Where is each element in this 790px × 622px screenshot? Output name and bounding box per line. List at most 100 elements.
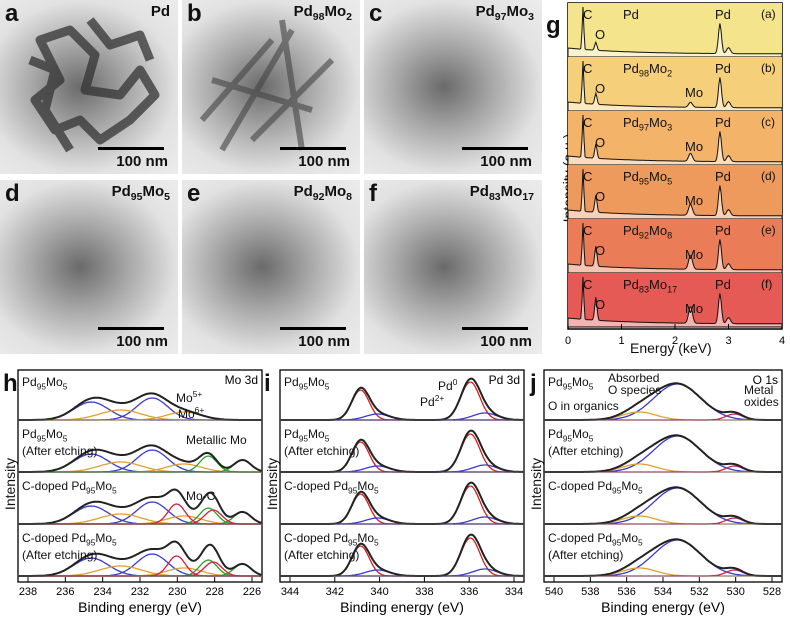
tem-image-d: d Pd95Mo5 100 nm — [0, 180, 178, 354]
xps-panel-h: 238 236 234 232 230 228 226 Binding energy (eV)… — [0, 366, 270, 622]
xps-tick-label: 530 — [726, 586, 744, 598]
xps-component — [544, 515, 782, 525]
panel-letter: i — [264, 370, 271, 397]
tem-texture — [199, 19, 335, 152]
edx-spectrum — [567, 168, 783, 220]
edx-label: Pd — [715, 115, 731, 130]
xps-tick-label: 532 — [690, 586, 708, 598]
panel-letter: c — [369, 0, 383, 27]
xps-annotation: Pd0 — [438, 377, 458, 393]
edx-tick-label: 3 — [725, 335, 731, 347]
xps-chart: 238 236 234 232 230 228 226 Binding energy (eV)… — [17, 369, 263, 615]
sample-label: Pd95Mo5 — [111, 183, 170, 203]
tem-image-a: a Pd 100 nm — [0, 0, 178, 174]
sample-label: Pd — [150, 3, 170, 20]
edx-label: Pd — [715, 7, 731, 22]
panel-letter: j — [530, 370, 537, 397]
scale-bar — [98, 147, 164, 150]
xps-tick-label: 230 — [168, 586, 186, 598]
xps-annotation: Pd2+ — [420, 393, 445, 409]
xps-chart: 540 538 536 534 532 530 528 Binding energy (eV)… — [543, 369, 783, 615]
xps-tick-label: 234 — [93, 586, 111, 598]
edx-xlabel: Energy (keV) — [630, 340, 712, 356]
xps-component — [544, 411, 782, 421]
xps-xlabel: Binding energy (eV) — [340, 599, 464, 615]
edx-label: O — [595, 189, 606, 204]
edx-tick-label: 1 — [618, 335, 624, 347]
xps-sample-label: Pd95Mo5 — [284, 375, 330, 392]
scale-bar — [98, 327, 164, 330]
xps-ylabel: Intensity — [528, 457, 545, 511]
xps-component — [18, 397, 262, 421]
xps-sample-label: C-doped Pd95Mo5 — [548, 479, 643, 496]
edx-label: C — [583, 61, 593, 76]
edx-label: O — [595, 81, 606, 96]
edx-label: (b) — [761, 61, 776, 75]
xps-panel-i: 344 342 340 338 336 334 Binding energy (eV) Pd … — [262, 366, 532, 622]
xps-tick-label: 540 — [545, 586, 563, 598]
xps-sample-label: Pd95Mo5 — [548, 375, 594, 392]
scale-label: 100 nm — [298, 333, 350, 350]
xps-tick-label: 534 — [654, 586, 672, 598]
xps-envelope — [18, 488, 263, 525]
edx-chart: 0 1 2 3 4 — [565, 2, 785, 347]
xps-tick-label: 342 — [326, 586, 344, 598]
tem-texture — [28, 17, 160, 153]
edx-trace-bg — [568, 273, 782, 327]
xps-annotation: Mo6+ — [178, 405, 205, 421]
scale-label: 100 nm — [116, 333, 168, 350]
xps-tick-label: 232 — [131, 586, 149, 598]
edx-label: O — [595, 135, 606, 150]
xps-sample-label: C-doped Pd95Mo5 (After etching) — [284, 531, 379, 563]
xps-tick-label: 236 — [56, 586, 74, 598]
edx-tick-label: 0 — [565, 335, 571, 347]
xps-sample-label: C-doped Pd95Mo5 (After etching) — [22, 531, 117, 563]
xps-tick-label: 528 — [763, 586, 781, 598]
tem-image-f: f Pd83Mo17 100 nm — [364, 180, 542, 354]
sample-label: Pd97Mo3 — [475, 3, 534, 23]
xps-tick-label: 340 — [370, 586, 388, 598]
xps-annotation: O in organics — [548, 399, 619, 413]
xps-sample-label: C-doped Pd95Mo5 — [284, 479, 379, 496]
scale-bar — [280, 327, 346, 330]
sample-label: Pd92Mo8 — [293, 183, 352, 203]
edx-trace-bg — [568, 57, 782, 111]
xps-region: O 1s — [753, 373, 778, 387]
panel-letter: f — [369, 180, 377, 207]
edx-label: Pd95Mo5 — [623, 169, 673, 187]
panel-letter: b — [187, 0, 202, 27]
edx-label: Pd — [623, 7, 639, 22]
xps-sample-label: Pd95Mo5 (After etching) — [548, 427, 624, 459]
edx-label: Pd97Mo3 — [623, 115, 673, 133]
edx-label: Mo — [685, 139, 704, 154]
sample-label: Pd98Mo2 — [293, 3, 352, 23]
xps-annotation: Mo5+ — [176, 389, 203, 405]
xps-ylabel: Intensity — [2, 457, 19, 511]
scale-bar — [280, 147, 346, 150]
scale-bar — [462, 327, 528, 330]
edx-label: (a) — [761, 7, 776, 21]
panel-letter: e — [187, 180, 201, 207]
xps-sample-label: C-doped Pd95Mo5 (After etching) — [548, 531, 643, 563]
xps-annotation: Mo-C — [186, 489, 216, 503]
xps-component — [544, 463, 782, 473]
scale-label: 100 nm — [480, 333, 532, 350]
xps-envelope — [18, 392, 262, 421]
edx-label: Pd92Mo8 — [623, 223, 673, 241]
xps-tick-label: 226 — [243, 586, 261, 598]
tem-image-e: e Pd92Mo8 100 nm — [182, 180, 360, 354]
edx-label: C — [583, 223, 593, 238]
edx-label: C — [583, 169, 593, 184]
panel-letter-g: g — [546, 12, 561, 39]
xps-tick-label: 238 — [19, 586, 37, 598]
edx-tick-label: 4 — [779, 335, 785, 347]
edx-label: C — [583, 7, 593, 22]
xps-sample-label: C-doped Pd95Mo5 — [22, 479, 117, 496]
panel-letter: h — [3, 370, 18, 397]
edx-label: (e) — [761, 223, 776, 237]
scale-label: 100 nm — [480, 153, 532, 170]
xps-xlabel: Binding energy (eV) — [601, 599, 725, 615]
edx-label: O — [595, 243, 606, 258]
xps-annotation: Metallic Mo — [186, 433, 247, 447]
xps-annotation: Absorbed O species — [608, 371, 662, 397]
